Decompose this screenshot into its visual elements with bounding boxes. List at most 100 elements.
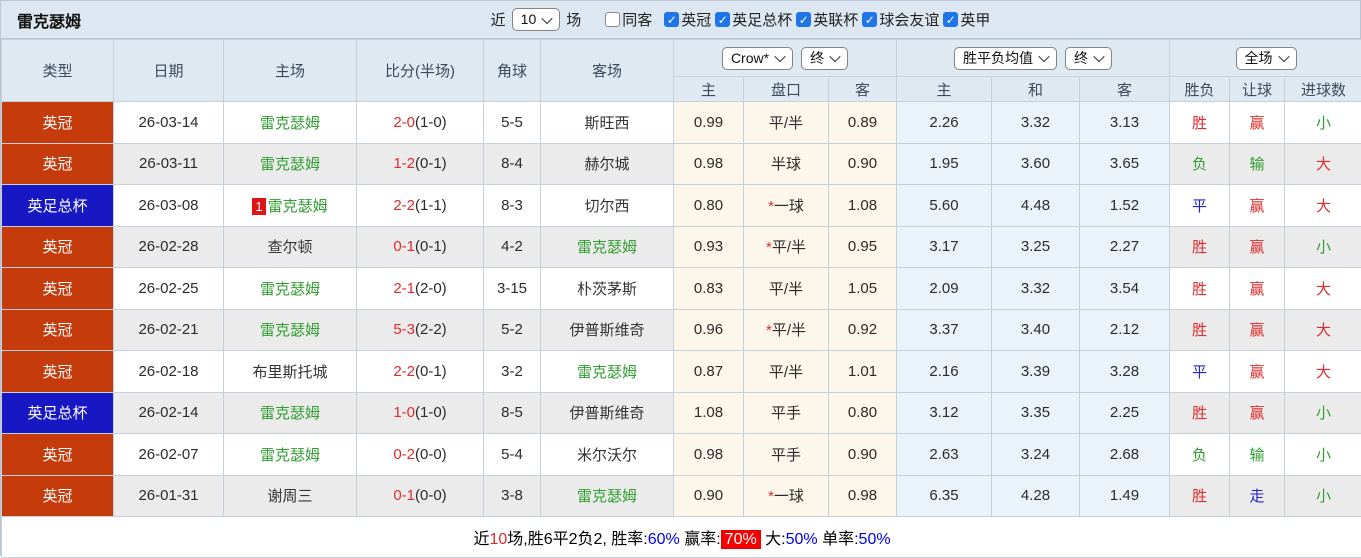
filter-league: ✓英联杯 <box>796 9 858 30</box>
odds-home-value: 0.83 <box>674 268 744 310</box>
odds-home-value: 0.96 <box>674 309 744 351</box>
result-value: 负 <box>1170 143 1230 185</box>
avg-draw-value: 3.32 <box>992 268 1080 310</box>
chevron-down-icon <box>1038 51 1049 62</box>
footer-stat: 赢率: <box>680 531 721 548</box>
match-date: 26-03-11 <box>114 143 224 185</box>
table-row: 英足总杯 26-02-14 雷克瑟姆 1-0(1-0) 8-5 伊普斯维奇 1.… <box>2 392 1361 434</box>
checkbox-checked-icon[interactable]: ✓ <box>862 12 877 27</box>
corners-value: 3-8 <box>484 475 541 517</box>
avg-home-value: 3.12 <box>897 392 992 434</box>
col-avg-home: 主 <box>897 77 992 102</box>
result-value: 胜 <box>1170 226 1230 268</box>
checkbox-checked-icon[interactable]: ✓ <box>715 12 730 27</box>
let-result-value: 赢 <box>1230 185 1285 227</box>
corners-value: 8-3 <box>484 185 541 227</box>
let-result-value: 赢 <box>1230 392 1285 434</box>
scope-select[interactable]: 全场 <box>1236 47 1297 70</box>
avg-draw-value: 3.25 <box>992 226 1080 268</box>
table-row: 英冠 26-03-14 雷克瑟姆 2-0(1-0) 5-5 斯旺西 0.99 平… <box>2 102 1361 144</box>
avg-away-value: 3.65 <box>1080 143 1170 185</box>
home-team: 雷克瑟姆 <box>224 434 357 476</box>
col-away: 客场 <box>541 40 674 102</box>
chevron-down-icon <box>829 51 840 62</box>
avg-select-group: 胜平负均值 终 <box>897 40 1170 77</box>
odds-home-value: 0.87 <box>674 351 744 393</box>
match-date: 26-02-07 <box>114 434 224 476</box>
league-badge: 英足总杯 <box>2 185 114 227</box>
match-score: 0-1(0-1) <box>357 226 484 268</box>
col-avg-away: 客 <box>1080 77 1170 102</box>
chevron-down-icon <box>542 12 553 23</box>
filter-label: 英足总杯 <box>732 9 792 30</box>
avg-home-value: 2.16 <box>897 351 992 393</box>
filter-league: ✓英冠 <box>664 9 711 30</box>
table-row: 英冠 26-01-31 谢周三 0-1(0-0) 3-8 雷克瑟姆 0.90 *… <box>2 475 1361 517</box>
col-score: 比分(半场) <box>357 40 484 102</box>
footer-stat: 10 <box>489 531 507 548</box>
toolbar: 雷克瑟姆 近 10 场 同客✓英冠✓英足总杯✓英联杯✓球会友谊✓英甲 <box>1 1 1360 39</box>
corners-value: 5-4 <box>484 434 541 476</box>
filter-label: 英联杯 <box>813 9 858 30</box>
odds-home-value: 0.80 <box>674 185 744 227</box>
match-date: 26-02-25 <box>114 268 224 310</box>
footer-stat: 50% <box>786 531 818 548</box>
checkbox-checked-icon[interactable]: ✓ <box>664 12 679 27</box>
goal-result-value: 小 <box>1285 102 1361 144</box>
avg-home-value: 2.63 <box>897 434 992 476</box>
match-score: 0-1(0-0) <box>357 475 484 517</box>
league-filters: 同客✓英冠✓英足总杯✓英联杯✓球会友谊✓英甲 <box>601 9 990 30</box>
footer-stat: 50% <box>859 531 891 548</box>
goal-result-value: 大 <box>1285 351 1361 393</box>
result-value: 平 <box>1170 351 1230 393</box>
home-team: 雷克瑟姆 <box>224 102 357 144</box>
footer-stat: 大: <box>761 531 786 548</box>
recent-count-select[interactable]: 10 <box>512 8 561 31</box>
match-score: 2-2(0-1) <box>357 351 484 393</box>
away-team: 伊普斯维奇 <box>541 309 674 351</box>
away-team: 斯旺西 <box>541 102 674 144</box>
away-team: 雷克瑟姆 <box>541 226 674 268</box>
avg-state-select[interactable]: 终 <box>1065 47 1112 70</box>
avg-draw-value: 3.32 <box>992 102 1080 144</box>
corners-value: 3-15 <box>484 268 541 310</box>
star-icon: * <box>768 488 774 505</box>
odds-select-group: Crow* 终 <box>674 40 897 77</box>
match-score: 2-2(1-1) <box>357 185 484 227</box>
col-date: 日期 <box>114 40 224 102</box>
odds-home-value: 0.99 <box>674 102 744 144</box>
matches-label: 场 <box>566 9 581 30</box>
league-badge: 英冠 <box>2 351 114 393</box>
avg-away-value: 3.13 <box>1080 102 1170 144</box>
checkbox-checked-icon[interactable]: ✓ <box>943 12 958 27</box>
footer-stat: 近 <box>473 531 489 548</box>
away-team: 米尔沃尔 <box>541 434 674 476</box>
filter-label: 英甲 <box>960 9 990 30</box>
odds-provider-select[interactable]: Crow* <box>722 47 793 70</box>
odds-home-value: 1.08 <box>674 392 744 434</box>
match-score: 2-0(1-0) <box>357 102 484 144</box>
table-row: 英冠 26-02-21 雷克瑟姆 5-3(2-2) 5-2 伊普斯维奇 0.96… <box>2 309 1361 351</box>
footer-stat: 70% <box>721 530 761 549</box>
avg-odds-select[interactable]: 胜平负均值 <box>954 47 1057 70</box>
goal-result-value: 大 <box>1285 268 1361 310</box>
result-value: 负 <box>1170 434 1230 476</box>
handicap-value: 平/半 <box>744 268 829 310</box>
result-value: 胜 <box>1170 392 1230 434</box>
league-badge: 英冠 <box>2 268 114 310</box>
avg-home-value: 1.95 <box>897 143 992 185</box>
avg-away-value: 3.28 <box>1080 351 1170 393</box>
col-goals: 进球数 <box>1285 77 1361 102</box>
chevron-down-icon <box>1278 51 1289 62</box>
result-value: 胜 <box>1170 102 1230 144</box>
checkbox-checked-icon[interactable]: ✓ <box>796 12 811 27</box>
checkbox-unchecked-icon[interactable] <box>605 12 620 27</box>
league-badge: 英冠 <box>2 434 114 476</box>
odds-away-value: 0.98 <box>829 475 897 517</box>
col-let-result: 让球 <box>1230 77 1285 102</box>
odds-state-select[interactable]: 终 <box>801 47 848 70</box>
corners-value: 8-5 <box>484 392 541 434</box>
handicap-value: 平/半 <box>744 351 829 393</box>
odds-away-value: 0.90 <box>829 434 897 476</box>
footer-stat: 60% <box>648 531 680 548</box>
